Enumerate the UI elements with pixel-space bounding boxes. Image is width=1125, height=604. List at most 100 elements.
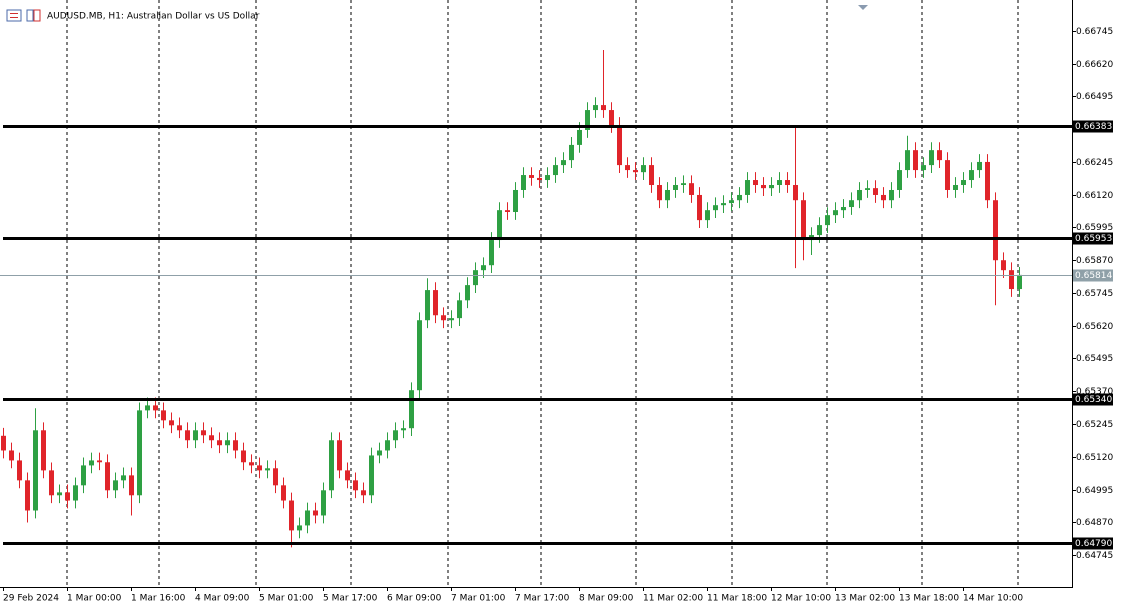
x-tick-label: 1 Mar 00:00 <box>67 594 122 604</box>
candle-body <box>785 180 790 186</box>
x-tick-label: 6 Mar 09:00 <box>387 594 442 604</box>
candle-body <box>873 188 878 195</box>
candle-body <box>849 200 854 208</box>
candle-body <box>105 462 110 491</box>
candle-body <box>881 194 886 201</box>
candle-body <box>457 300 462 319</box>
y-tick-label: 0.64870 <box>1076 518 1113 528</box>
y-tick-label: 0.65370 <box>1076 387 1113 397</box>
y-tick-label: 0.66620 <box>1076 60 1113 70</box>
y-tick-label: 0.66745 <box>1076 27 1113 37</box>
candle-body <box>689 183 694 195</box>
candle-body <box>681 183 686 186</box>
x-tick-label: 7 Mar 17:00 <box>515 594 570 604</box>
candle-body <box>585 110 590 130</box>
candle-body <box>985 161 990 201</box>
candle-body <box>593 105 598 111</box>
candle-body <box>929 150 934 166</box>
candle-body <box>33 430 38 511</box>
candle-body <box>433 290 438 316</box>
candle-body <box>65 492 70 501</box>
candle-body <box>305 510 310 526</box>
candle-body <box>81 465 86 486</box>
candle-body <box>657 185 662 201</box>
candle-body <box>913 150 918 171</box>
candle-body <box>769 185 774 189</box>
candle-body <box>945 160 950 190</box>
x-tick-label: 5 Mar 01:00 <box>259 594 314 604</box>
candle-body <box>569 144 574 161</box>
candle-body <box>241 450 246 463</box>
candle-body <box>225 440 230 446</box>
candle-body <box>537 177 542 181</box>
candle-body <box>313 510 318 516</box>
candle-body <box>249 462 254 466</box>
candle-body <box>897 170 902 190</box>
candle-body <box>177 425 182 431</box>
candle-body <box>49 470 54 496</box>
candle-body <box>377 450 382 456</box>
candle-body <box>481 265 486 271</box>
candle-body <box>497 210 502 241</box>
candle-body <box>209 435 214 441</box>
candle-body <box>633 170 638 173</box>
y-tick-label: 0.65620 <box>1076 322 1113 332</box>
candle-body <box>1017 274 1022 290</box>
candle-body <box>577 129 582 145</box>
candle-body <box>1009 270 1014 290</box>
candle-body <box>889 189 894 201</box>
candle-body <box>385 440 390 451</box>
candle-body <box>73 485 78 501</box>
candle-body <box>409 390 414 429</box>
x-tick-label: 4 Mar 09:00 <box>195 594 250 604</box>
candle-body <box>969 170 974 181</box>
candle-body <box>561 160 566 166</box>
candle-body <box>801 200 806 241</box>
candle-body <box>937 150 942 161</box>
candle-body <box>217 440 222 446</box>
shift-marker[interactable] <box>858 5 868 10</box>
candle-body <box>865 188 870 190</box>
candle-body <box>417 320 422 391</box>
candle-body <box>89 460 94 466</box>
candle-body <box>1 435 6 451</box>
candle-body <box>329 440 334 491</box>
candle-body <box>1001 260 1006 271</box>
candle-body <box>665 189 670 201</box>
x-tick-label: 5 Mar 17:00 <box>323 594 378 604</box>
candle-body <box>185 430 190 441</box>
candle-body <box>609 110 614 125</box>
candle-body <box>921 165 926 171</box>
candle-body <box>297 525 302 531</box>
candle-body <box>17 460 22 481</box>
candle-body <box>705 210 710 221</box>
candle-body <box>529 175 534 178</box>
candle-body <box>473 270 478 286</box>
x-tick-label: 11 Mar 02:00 <box>643 594 703 604</box>
candle-body <box>281 485 286 501</box>
candle-body <box>113 480 118 491</box>
candle-body <box>753 180 758 186</box>
candle-body <box>649 165 654 186</box>
candle-body <box>233 440 238 451</box>
candle-body <box>337 440 342 471</box>
candle-body <box>961 180 966 186</box>
candle-body <box>617 124 622 166</box>
candle-body <box>121 475 126 481</box>
candle-body <box>721 203 726 206</box>
candle-body <box>713 205 718 211</box>
level-label: 0.65953 <box>1075 234 1112 244</box>
candle-body <box>369 455 374 496</box>
candle-body <box>169 420 174 426</box>
candle-body <box>673 185 678 190</box>
candle-body <box>401 428 406 431</box>
candle-body <box>833 210 838 216</box>
x-tick-label: 29 Feb 2024 <box>3 594 59 604</box>
candle-body <box>193 430 198 441</box>
candle-body <box>289 500 294 531</box>
candle-body <box>129 475 134 496</box>
candle-body <box>545 175 550 181</box>
y-tick-label: 0.65995 <box>1076 223 1113 233</box>
candle-body <box>817 225 822 236</box>
